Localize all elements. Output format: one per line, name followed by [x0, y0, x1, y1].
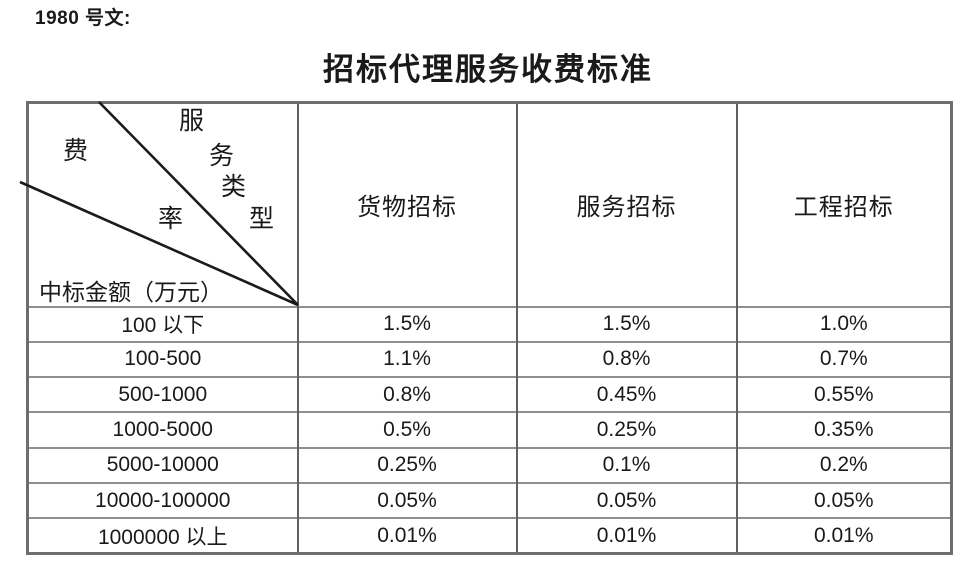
- fee-rate-char-1: 费: [63, 138, 89, 165]
- doc-number-label: 1980 号文:: [35, 8, 131, 29]
- table-header-row: 服 务 类 型 费 率 中标金额（万元） 货物招标 服务招标 工程招标: [19, 101, 952, 307]
- fee-cell: 0.05%: [735, 482, 952, 519]
- fee-cell: 0.01%: [296, 518, 517, 554]
- page-title: 招标代理服务收费标准: [323, 52, 653, 87]
- row-label: 5000-10000: [106, 453, 219, 477]
- table-row: 100-500 1.1% 0.8% 0.7%: [27, 341, 952, 378]
- fee-cell: 0.8%: [515, 341, 737, 378]
- table-row: 10000-100000 0.05% 0.05% 0.05%: [27, 482, 952, 519]
- fee-cell: 0.7%: [735, 341, 952, 378]
- amount-axis-label: 中标金额（万元）: [39, 280, 223, 305]
- fee-cell: 0.25%: [296, 447, 517, 483]
- fee-cell: 0.45%: [515, 377, 737, 413]
- fee-cell: 0.05%: [296, 482, 517, 519]
- diagonal-line-upper: [98, 101, 299, 306]
- row-label: 10000-100000: [95, 488, 231, 512]
- row-label: 1000000 以上: [97, 525, 228, 549]
- row-label: 1000-5000: [112, 418, 213, 442]
- table-row: 500-1000 0.8% 0.45% 0.55%: [27, 377, 952, 413]
- service-type-char-1: 服: [179, 108, 205, 135]
- fee-table: 服 务 类 型 费 率 中标金额（万元） 货物招标 服务招标 工程招标 100 …: [19, 101, 953, 556]
- fee-cell: 0.25%: [515, 412, 737, 448]
- table-row: 1000000 以上 0.01% 0.01% 0.01%: [27, 518, 952, 554]
- fee-rate-char-2: 率: [158, 206, 184, 233]
- service-type-char-4: 型: [249, 206, 275, 233]
- row-label: 500-1000: [118, 382, 208, 406]
- fee-cell: 1.5%: [515, 306, 737, 342]
- diagonal-header-cell: 服 务 类 型 费 率 中标金额（万元）: [19, 101, 299, 307]
- col-header-works: 工程招标: [735, 102, 952, 307]
- row-label: 100 以下: [121, 314, 205, 338]
- diagonal-header-content: 服 务 类 型 费 率 中标金额（万元）: [19, 101, 299, 307]
- diagonal-line-lower: [19, 180, 299, 307]
- fee-cell: 0.5%: [296, 412, 517, 448]
- fee-cell: 0.8%: [296, 377, 517, 413]
- table-row: 1000-5000 0.5% 0.25% 0.35%: [27, 412, 952, 448]
- service-type-char-2: 务: [209, 143, 235, 170]
- col-header-goods: 货物招标: [296, 102, 517, 307]
- fee-cell: 0.01%: [735, 518, 952, 554]
- service-type-char-3: 类: [221, 174, 247, 201]
- fee-cell: 0.05%: [515, 482, 737, 519]
- fee-cell: 0.2%: [735, 447, 952, 483]
- fee-cell: 0.01%: [515, 518, 737, 554]
- table-row: 100 以下 1.5% 1.5% 1.0%: [27, 306, 952, 342]
- fee-cell: 1.0%: [735, 306, 952, 342]
- fee-cell: 1.1%: [296, 341, 517, 378]
- fee-cell: 0.1%: [515, 447, 737, 483]
- fee-cell: 1.5%: [296, 306, 517, 342]
- fee-cell: 0.55%: [735, 377, 952, 413]
- row-label: 100-500: [124, 347, 202, 371]
- fee-cell: 0.35%: [735, 412, 952, 448]
- diagonal-lines: [19, 101, 299, 307]
- col-header-service: 服务招标: [515, 102, 737, 307]
- table-row: 5000-10000 0.25% 0.1% 0.2%: [27, 447, 952, 483]
